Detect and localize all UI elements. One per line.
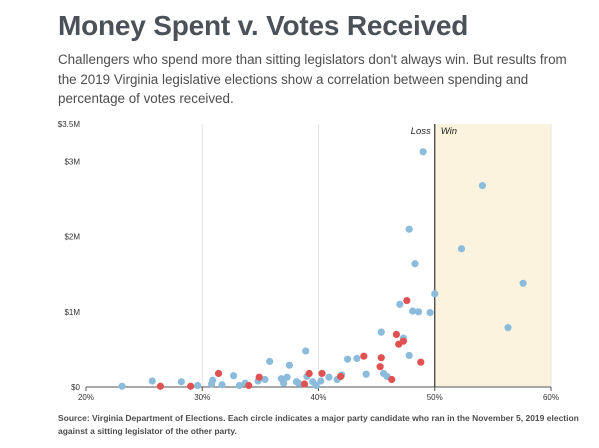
x-tick-label: 30% — [194, 393, 210, 402]
loss-label: Loss — [411, 126, 431, 137]
blue-data-point — [343, 355, 352, 363]
red-data-point — [360, 352, 368, 360]
blue-data-point — [405, 351, 413, 360]
chart-subtitle: Challengers who spend more than sitting … — [58, 52, 567, 106]
x-tick-label: 50% — [427, 393, 443, 402]
red-data-point — [156, 382, 164, 390]
blue-data-point — [177, 378, 185, 386]
red-data-point — [399, 337, 407, 345]
blue-data-point — [362, 370, 370, 378]
red-data-point — [392, 330, 400, 338]
chart-title: Money Spent v. Votes Received — [58, 10, 469, 41]
y-tick-label: $3M — [64, 158, 80, 167]
blue-data-point — [261, 375, 269, 384]
blue-data-point — [235, 381, 244, 390]
red-data-point — [305, 369, 313, 378]
blue-data-point — [302, 347, 310, 355]
blue-data-point — [209, 376, 217, 384]
y-tick-label: $1M — [64, 308, 80, 317]
blue-data-point — [431, 290, 439, 298]
blue-data-point — [457, 245, 466, 253]
source-note: Source: Virginia Department of Elections… — [58, 413, 579, 436]
win-label: Win — [441, 126, 457, 137]
y-axis-ticks: $0 $1M $2M $3M $3.5M — [58, 120, 81, 392]
x-axis-ticks: 20% 30% 40% 50% 60% — [78, 387, 559, 402]
blue-data-point — [478, 182, 487, 190]
blue-data-point — [295, 379, 303, 387]
blue-data-point — [218, 381, 226, 389]
red-data-point — [336, 372, 345, 381]
y-tick-label: $0 — [71, 383, 80, 392]
data-points — [118, 148, 527, 390]
red-data-point — [318, 369, 326, 378]
red-data-point — [403, 296, 411, 305]
x-tick-label: 20% — [78, 393, 94, 402]
blue-data-point — [396, 300, 404, 308]
blue-data-point — [312, 381, 320, 390]
blue-data-point — [325, 373, 333, 381]
red-data-point — [214, 369, 223, 378]
blue-data-point — [230, 372, 238, 380]
blue-data-point — [504, 324, 512, 332]
blue-data-point — [519, 279, 527, 287]
x-tick-label: 40% — [310, 393, 326, 402]
blue-data-point — [194, 381, 202, 390]
red-data-point — [376, 363, 384, 371]
win-zone — [434, 124, 551, 387]
red-data-point — [388, 375, 396, 384]
red-data-point — [300, 380, 309, 388]
grid-lines — [201, 124, 552, 387]
blue-data-point — [283, 373, 291, 381]
blue-data-point — [280, 379, 288, 387]
x-tick-label: 60% — [543, 393, 559, 402]
blue-data-point — [377, 328, 385, 336]
red-data-point — [245, 381, 253, 390]
blue-data-point — [411, 260, 419, 268]
blue-data-point — [419, 148, 427, 156]
red-data-point — [187, 382, 195, 390]
red-data-point — [417, 358, 425, 366]
y-tick-label: $2M — [64, 233, 80, 242]
blue-data-point — [405, 225, 413, 233]
blue-data-point — [266, 357, 274, 366]
blue-data-point — [414, 308, 423, 316]
blue-data-point — [317, 377, 325, 385]
red-data-point — [377, 354, 385, 362]
blue-data-point — [148, 377, 156, 385]
blue-data-point — [285, 361, 294, 369]
y-tick-label: $3.5M — [58, 120, 81, 129]
red-data-point — [255, 373, 263, 381]
blue-data-point — [118, 382, 126, 390]
blue-data-point — [353, 354, 361, 363]
blue-data-point — [409, 307, 417, 315]
blue-data-point — [426, 309, 434, 317]
